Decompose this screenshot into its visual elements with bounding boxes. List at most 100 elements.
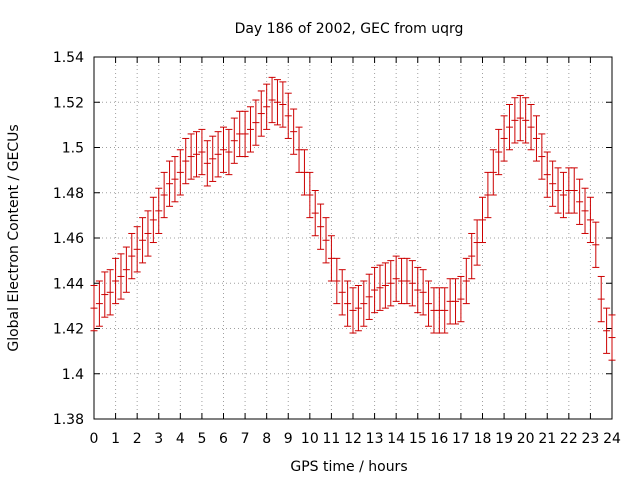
error-bar-point (155, 187, 163, 234)
x-tick-label: 15 (409, 431, 427, 447)
x-tick-label: 22 (560, 431, 578, 447)
error-bar-point (149, 196, 157, 244)
x-tick-label: 20 (517, 431, 535, 447)
error-bar-point (257, 90, 265, 137)
error-bar-point (603, 307, 611, 354)
y-tick-label: 1.52 (53, 95, 84, 111)
error-bar-point (338, 269, 346, 316)
error-bar-point (511, 97, 519, 144)
x-tick-label: 5 (197, 431, 206, 447)
x-axis-label: GPS time / hours (290, 459, 407, 475)
error-bar-point (387, 260, 395, 307)
x-tick-label: 1 (111, 431, 120, 447)
x-tick-label: 12 (344, 431, 362, 447)
error-bar-point (489, 149, 497, 196)
error-bar-point (592, 221, 600, 268)
error-bar-point (376, 264, 384, 311)
error-bar-point (495, 128, 503, 176)
error-bar-point (290, 108, 298, 155)
error-bar-point (516, 94, 524, 142)
error-bar-point (581, 187, 589, 234)
error-bar-point (133, 226, 141, 273)
x-tick-label: 2 (133, 431, 142, 447)
error-bar-point (554, 167, 562, 214)
error-bar-point (117, 253, 125, 300)
error-bar-point (414, 266, 422, 314)
y-tick-label: 1.48 (53, 186, 84, 202)
error-bar-point (452, 278, 460, 325)
error-bar-point (209, 135, 217, 182)
y-tick-label: 1.5 (62, 141, 84, 157)
error-bar-point (198, 128, 206, 176)
x-tick-label: 14 (387, 431, 405, 447)
error-bar-point (139, 217, 147, 264)
error-bar-point (468, 232, 476, 280)
error-bar-point (193, 131, 201, 178)
y-tick-label: 1.38 (53, 412, 84, 428)
x-tick-label: 6 (219, 431, 228, 447)
error-bar-point (538, 133, 546, 180)
y-tick-label: 1.42 (53, 322, 84, 338)
error-bar-point (532, 115, 540, 162)
error-bar-point (182, 137, 190, 185)
error-bar-point (408, 260, 416, 307)
error-bar-point (597, 275, 605, 323)
error-bar-point (128, 232, 136, 280)
x-tick-label: 4 (176, 431, 185, 447)
error-bar-point (360, 280, 368, 327)
x-tick-label: 9 (284, 431, 293, 447)
error-bar-point (441, 287, 449, 334)
error-bar-point (246, 106, 254, 153)
x-tick-label: 13 (366, 431, 384, 447)
x-tick-label: 19 (495, 431, 513, 447)
error-bar-point (419, 269, 427, 316)
error-bar-point (403, 257, 411, 305)
error-bar-point (349, 287, 357, 334)
y-tick-label: 1.4 (62, 367, 84, 383)
y-tick-label: 1.54 (53, 50, 84, 66)
error-bar-point (252, 99, 260, 146)
error-bar-point (273, 79, 281, 126)
error-bar-point (90, 285, 98, 332)
error-bar-point (230, 117, 238, 164)
error-bar-point (176, 149, 184, 196)
error-bar-point (241, 110, 249, 158)
error-bar-point (171, 156, 179, 203)
error-bar-point (586, 196, 594, 244)
x-tick-label: 11 (323, 431, 341, 447)
error-bar-point (425, 280, 433, 327)
error-bar-point (263, 83, 271, 130)
error-bar-point (527, 104, 535, 151)
x-tick-label: 0 (90, 431, 99, 447)
error-bar-point (457, 275, 465, 323)
y-tick-labels: 1.38 1.4 1.42 1.44 1.46 1.48 1.5 1.52 1.54 (53, 50, 84, 428)
error-bar-point (479, 196, 486, 244)
x-tick-labels: 0 1 2 3 4 5 6 7 8 9 10 11 12 13 14 15 16 17 18 19 20 21 22 23 24 (90, 431, 621, 447)
error-bar-point (187, 133, 195, 180)
error-bar-point (559, 171, 567, 219)
error-bar-point (317, 203, 325, 250)
error-bar-point (608, 314, 616, 361)
error-bar-point (95, 280, 103, 327)
error-bar-point (144, 210, 152, 257)
error-bar-point (306, 171, 314, 219)
y-tick-label: 1.46 (53, 231, 84, 247)
error-bar-point (365, 273, 373, 320)
error-bar-point (268, 76, 276, 124)
error-bar-point (203, 140, 211, 187)
error-bar-point (279, 81, 287, 128)
error-bar-point (549, 160, 557, 207)
error-bar-point (160, 171, 168, 219)
x-tick-label: 18 (474, 431, 492, 447)
y-axis-label: Global Electron Content / GECUs (6, 124, 22, 351)
error-bar-point (462, 257, 470, 305)
error-bar-point (112, 257, 120, 305)
error-bar-point (543, 151, 551, 198)
x-tick-label: 8 (262, 431, 271, 447)
x-tick-label: 3 (154, 431, 163, 447)
x-tick-label: 21 (538, 431, 556, 447)
error-bar-point (122, 246, 130, 293)
error-bar-point (106, 269, 114, 316)
x-tick-label: 24 (603, 431, 621, 447)
